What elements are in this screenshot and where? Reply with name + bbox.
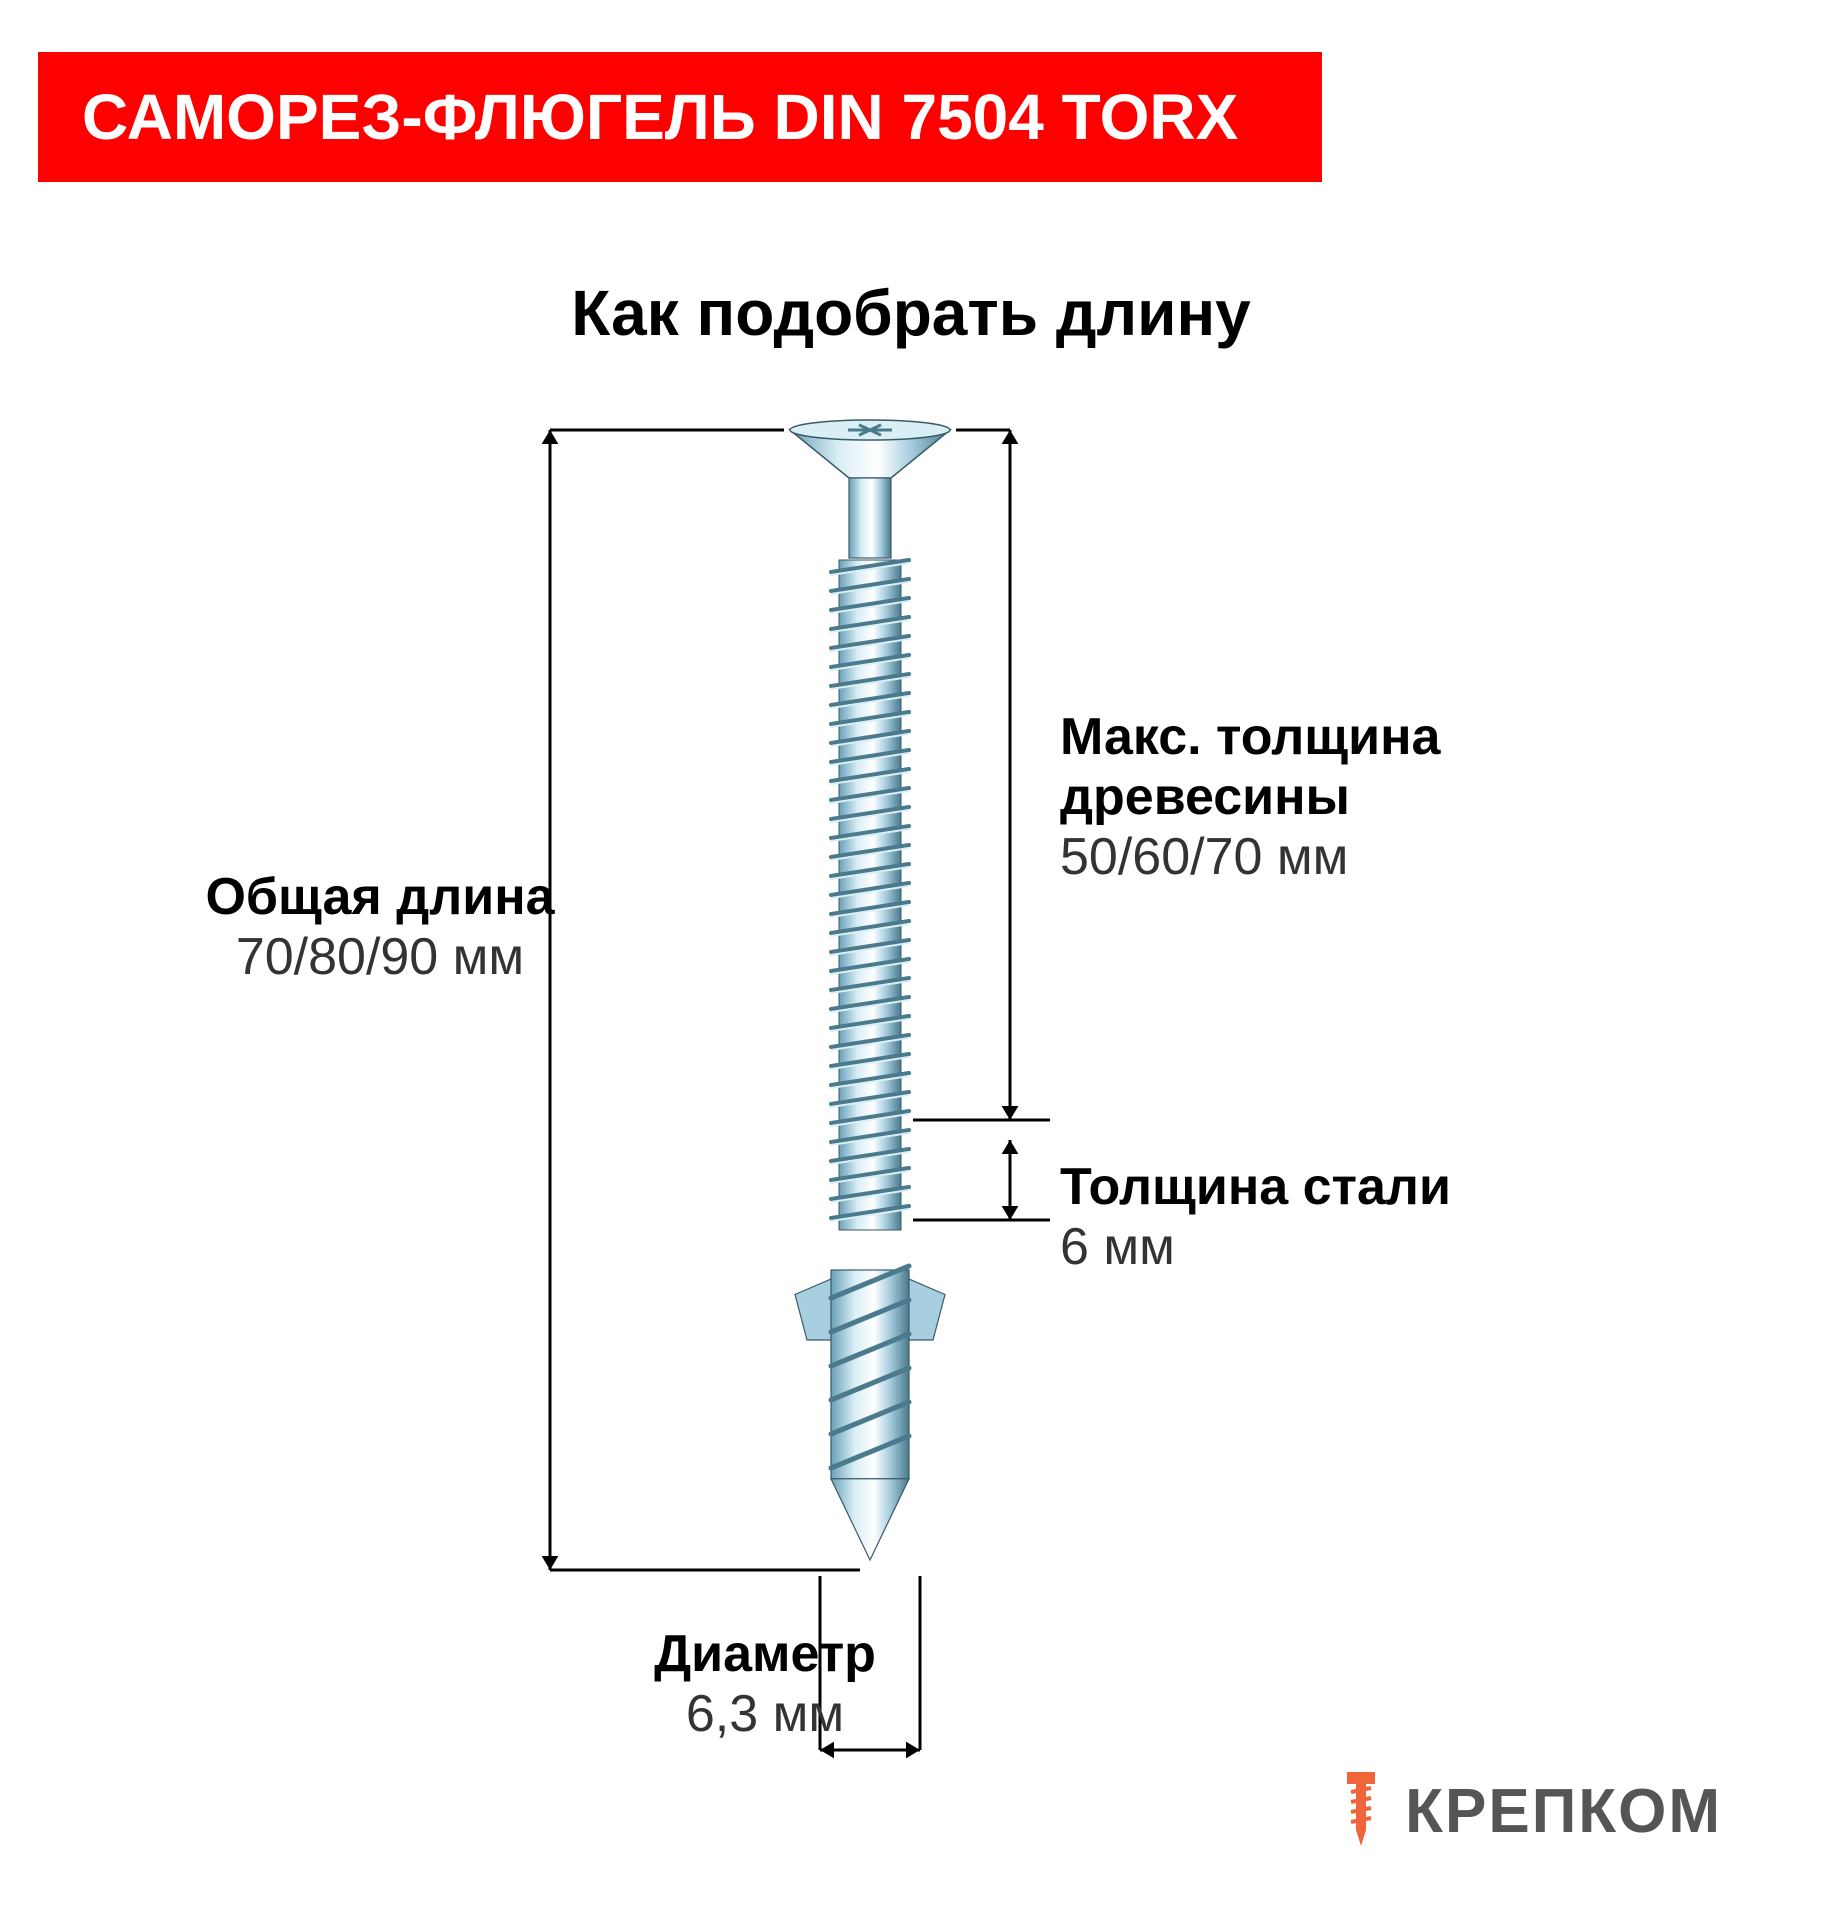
max-wood-title-2: древесины	[1060, 768, 1530, 828]
diameter-title: Диаметр	[625, 1625, 905, 1685]
total-length-label: Общая длина 70/80/90 мм	[190, 868, 570, 988]
steel-label: Толщина стали 6 мм	[1060, 1158, 1480, 1278]
brand-logo: КРЕПКОМ	[1337, 1772, 1722, 1850]
title-bar: САМОРЕЗ-ФЛЮГЕЛЬ DIN 7504 TORX	[38, 52, 1322, 182]
steel-title: Толщина стали	[1060, 1158, 1480, 1218]
diagram-svg	[0, 400, 1822, 1780]
subtitle: Как подобрать длину	[0, 276, 1822, 350]
diagram: Общая длина 70/80/90 мм Диаметр 6,3 мм М…	[0, 400, 1822, 1780]
diameter-label: Диаметр 6,3 мм	[625, 1625, 905, 1745]
title-text: САМОРЕЗ-ФЛЮГЕЛЬ DIN 7504 TORX	[82, 81, 1238, 153]
max-wood-label: Макс. толщина древесины 50/60/70 мм	[1060, 708, 1530, 887]
total-length-title: Общая длина	[190, 868, 570, 928]
steel-value: 6 мм	[1060, 1218, 1480, 1278]
max-wood-title-1: Макс. толщина	[1060, 708, 1530, 768]
brand-logo-text: КРЕПКОМ	[1405, 1776, 1722, 1847]
max-wood-value: 50/60/70 мм	[1060, 828, 1530, 888]
screw-logo-icon	[1337, 1772, 1385, 1850]
total-length-value: 70/80/90 мм	[190, 928, 570, 988]
diameter-value: 6,3 мм	[625, 1685, 905, 1745]
